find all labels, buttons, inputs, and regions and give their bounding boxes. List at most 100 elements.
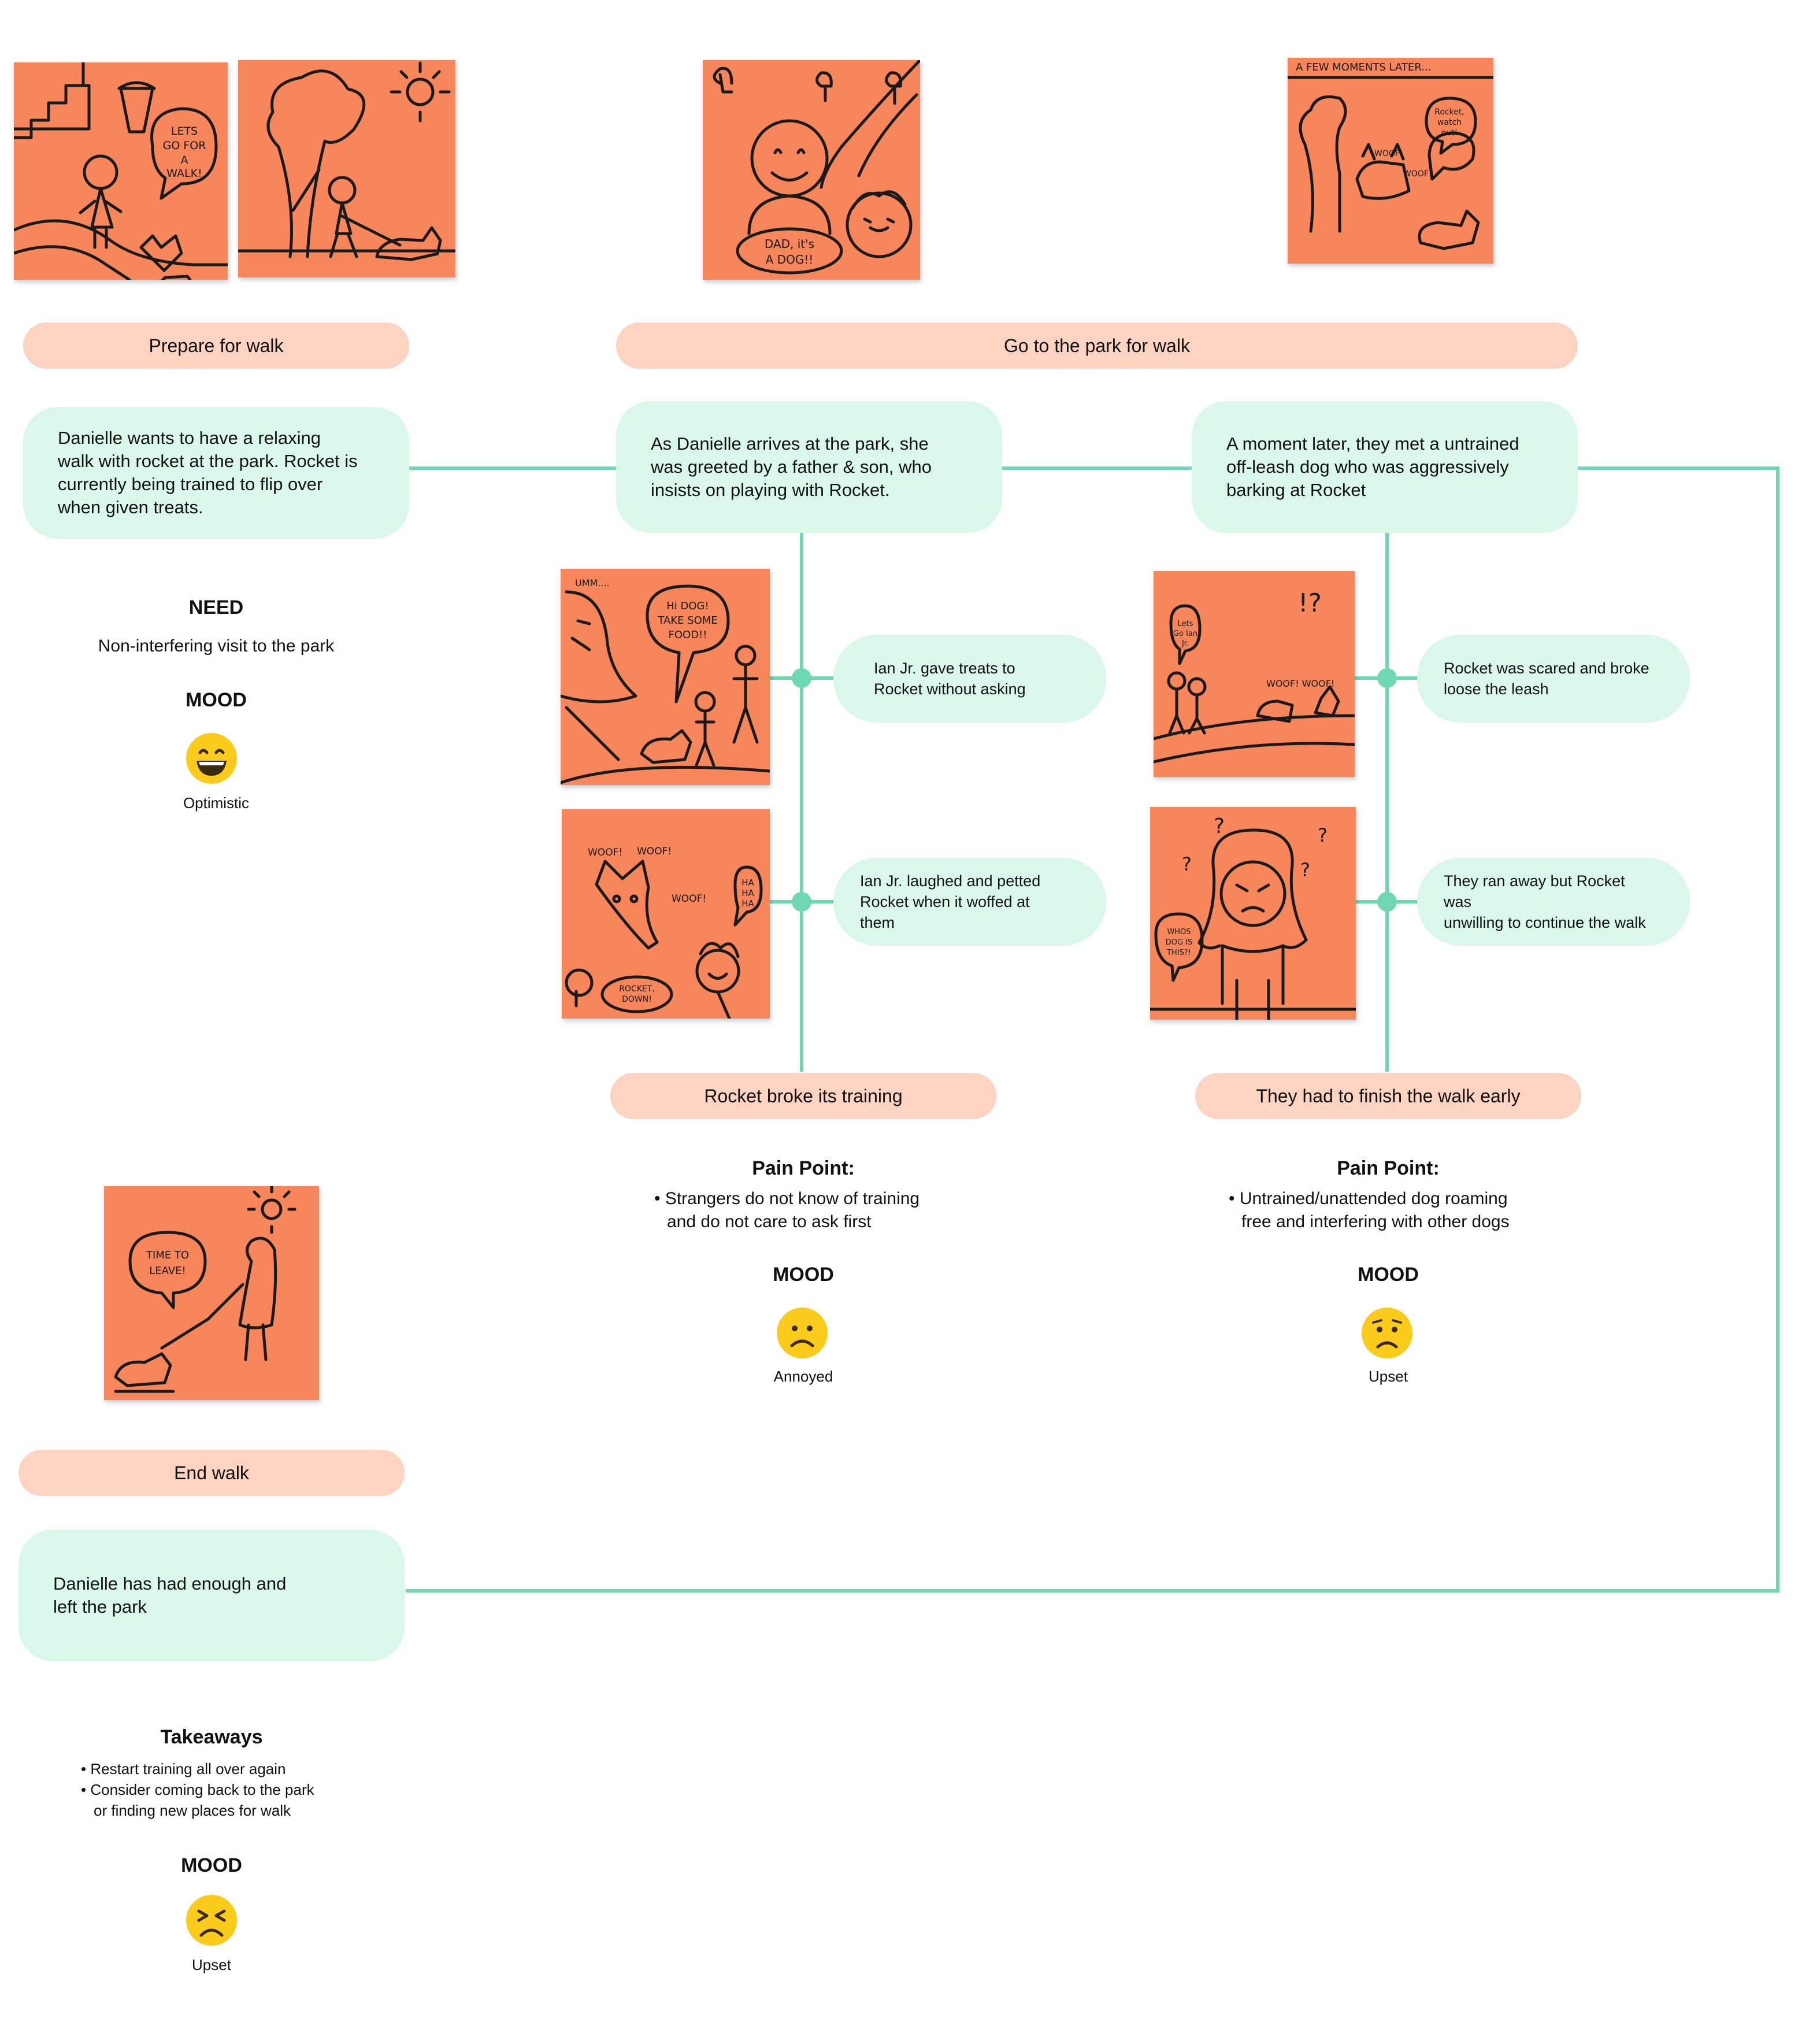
sketch-bubble-line: THIS?! [1166, 949, 1191, 957]
pain-point-text: • Strangers do not know of training and … [654, 1187, 1001, 1234]
sketch-sound: WOOF! [672, 893, 706, 905]
sketch-bubble-line: A DOG!! [766, 253, 814, 266]
need-text: Non-interfering visit to the park [98, 636, 335, 656]
sketch-treats: UMM.... Hi DOG! TAKE SOME FOOD!! [561, 569, 770, 785]
card-park-arrival: As Danielle arrives at the park, she was… [616, 401, 1002, 533]
sketch-laugh: HA [741, 877, 754, 888]
frowning-face-icon [776, 1306, 829, 1360]
connector-node [792, 892, 811, 912]
card-ran-away: They ran away but Rocket was unwilling t… [1417, 858, 1690, 946]
sketch-bubble-line: GO FOR [163, 139, 206, 152]
card-line: barking at Rocket [1226, 480, 1366, 500]
mood-heading: MOOD [773, 1264, 834, 1286]
sketch-laugh: HA [741, 898, 754, 909]
mood-label: Annoyed [773, 1368, 833, 1385]
sketch-marks: ? [1318, 824, 1328, 846]
card-line: Rocket without asking [874, 680, 1026, 698]
sketch-sound: WOOF! [1403, 169, 1432, 179]
card-line: Danielle has had enough and [53, 1573, 287, 1594]
sketch-laugh: HA [741, 888, 754, 898]
sketch-marks: !? [1298, 588, 1322, 618]
need-heading: NEED [188, 597, 244, 619]
sketch-bubble-line: A [181, 154, 188, 166]
card-line: Rocket was scared and broke [1444, 660, 1649, 677]
stage-go-to-park: Go to the park for walk [616, 323, 1578, 369]
card-line: Ian Jr. laughed and petted [860, 872, 1041, 890]
sketch-bubble-line: Jr. [1181, 639, 1189, 648]
sketch-sound: WOOF! [1374, 149, 1403, 158]
stage-end-walk: End walk [18, 1450, 405, 1496]
mood-heading: MOOD [186, 689, 247, 711]
sketch-bubble-line: Rocket, [1434, 108, 1464, 117]
sketch-bubble-line: WHOS [1167, 928, 1191, 936]
connector-node [1377, 668, 1397, 688]
mood-label: Upset [1369, 1368, 1408, 1385]
card-prepare-for-walk: Danielle wants to have a relaxing walk w… [23, 407, 409, 539]
mood-label: Optimistic [183, 794, 250, 812]
stage-prepare-for-walk: Prepare for walk [23, 323, 409, 369]
card-line: was greeted by a father & son, who [651, 457, 932, 477]
card-line: Ian Jr. gave treats to [874, 660, 1015, 677]
takeaway-item: • Restart training all over again [81, 1760, 286, 1778]
card-line: currently being trained to flip over [58, 474, 323, 494]
sketch-bubble-line: DAD, it's [765, 237, 814, 251]
card-line: off-leash dog who was aggressively [1226, 457, 1509, 477]
card-line: Danielle wants to have a relaxing [58, 428, 321, 448]
mood-heading: MOOD [1358, 1264, 1419, 1286]
sketch-bubble-line: ROCKET, [619, 984, 655, 994]
pain-point-text: • Untrained/unattended dog roaming free … [1229, 1187, 1587, 1234]
sketch-sound: WOOF! [637, 846, 672, 857]
card-line: A moment later, they met a untrained [1226, 434, 1519, 454]
takeaways-heading: Takeaways [160, 1726, 263, 1748]
sketch-bubble-line: LETS [171, 125, 198, 138]
pain-point-line: and do not care to ask first [667, 1212, 872, 1231]
card-line: insists on playing with Rocket. [651, 480, 890, 500]
sketch-bubble-line: TAKE SOME [657, 614, 717, 627]
stage-rocket-broke-training: Rocket broke its training [610, 1073, 996, 1119]
card-line: As Danielle arrives at the park, she [651, 434, 929, 454]
sketch-scared: Lets Go Ian Jr. !? WOOF! WOOF! [1154, 571, 1355, 777]
sketch-bubble-line: Hi DOG! [666, 600, 709, 612]
card-end-walk: Danielle has had enough and left the par… [18, 1530, 405, 1661]
card-line: walk with rocket at the park. Rocket is [58, 451, 358, 471]
sketch-bubble-line: TIME TO [146, 1249, 189, 1261]
sketch-marks: ? [1182, 853, 1192, 875]
card-untrained-dog: A moment later, they met a untrained off… [1192, 401, 1578, 533]
sketch-sound: WOOF! [588, 847, 622, 858]
sketch-bubble-line: WALK! [166, 167, 202, 180]
grinning-face-icon [185, 732, 238, 785]
card-line: when given treats. [58, 497, 203, 517]
sketch-bubble-line: watch [1437, 118, 1462, 127]
sketch-barking: WOOF! WOOF! WOOF! HA HA HA ROCKET, DOWN! [562, 809, 770, 1019]
connector-node [792, 668, 811, 688]
pain-point-heading: Pain Point: [1337, 1157, 1440, 1179]
connector-untrained-to-end [406, 466, 1779, 1593]
takeaways-list: • Restart training all over again • Cons… [81, 1758, 405, 1821]
sketch-whose-dog: ? ? ? ? WHOS DOG IS THIS?! [1150, 807, 1356, 1020]
takeaway-item: • Consider coming back to the park [81, 1781, 314, 1798]
sketch-time-to-leave: TIME TO LEAVE! [104, 1186, 319, 1400]
sketch-marks: ? [1214, 814, 1225, 838]
card-treats-without-asking: Ian Jr. gave treats to Rocket without as… [833, 635, 1106, 723]
pain-point-line: • Untrained/unattended dog roaming [1229, 1189, 1508, 1208]
sketch-moments-later: A FEW MOMENTS LATER... Rocket, watch out… [1288, 58, 1493, 264]
card-laughed-and-petted: Ian Jr. laughed and petted Rocket when i… [833, 858, 1106, 946]
card-line: left the park [53, 1597, 147, 1617]
card-line: loose the leash [1444, 680, 1549, 698]
stage-finish-walk-early: They had to finish the walk early [1195, 1073, 1581, 1119]
mood-heading: MOOD [181, 1854, 242, 1876]
pain-point-heading: Pain Point: [752, 1157, 855, 1179]
connector-node [1377, 892, 1397, 912]
sketch-bubble-line: Lets [1178, 620, 1193, 628]
sketch-bubble-line: DOWN! [622, 995, 652, 1004]
tired-face-icon [185, 1894, 238, 1947]
card-scared-broke-leash: Rocket was scared and broke loose the le… [1417, 635, 1690, 723]
sketch-bubble-line: Go Ian [1173, 630, 1197, 638]
sketch-walk-start: LETS GO FOR A WALK! [14, 62, 228, 280]
sketch-text: UMM.... [575, 577, 610, 588]
pain-point-line: • Strangers do not know of training [654, 1189, 920, 1208]
sketch-bubble-line: FOOD!! [669, 629, 707, 641]
sketch-sound: WOOF! WOOF! [1266, 678, 1334, 689]
worried-face-icon [1360, 1306, 1414, 1360]
